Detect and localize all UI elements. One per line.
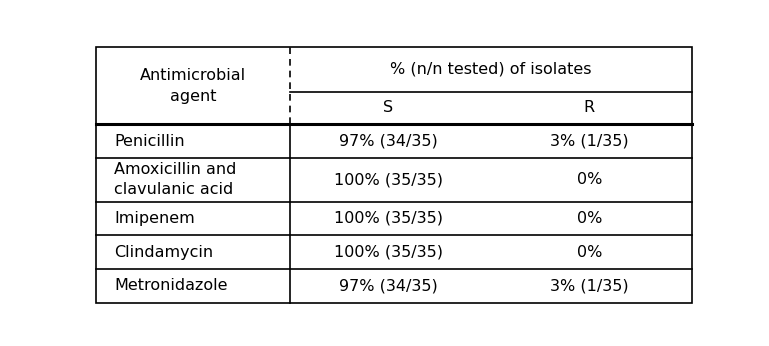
Text: Clindamycin: Clindamycin bbox=[114, 245, 213, 260]
Text: Penicillin: Penicillin bbox=[114, 134, 185, 148]
Text: 100% (35/35): 100% (35/35) bbox=[334, 172, 443, 187]
Text: 0%: 0% bbox=[577, 211, 602, 226]
Text: Antimicrobial
agent: Antimicrobial agent bbox=[140, 67, 246, 103]
Text: 97% (34/35): 97% (34/35) bbox=[339, 278, 438, 293]
Text: 97% (34/35): 97% (34/35) bbox=[339, 134, 438, 148]
Text: 3% (1/35): 3% (1/35) bbox=[550, 134, 628, 148]
Text: 100% (35/35): 100% (35/35) bbox=[334, 211, 443, 226]
Text: 3% (1/35): 3% (1/35) bbox=[550, 278, 628, 293]
Text: 100% (35/35): 100% (35/35) bbox=[334, 245, 443, 260]
Text: % (n/n tested) of isolates: % (n/n tested) of isolates bbox=[390, 62, 591, 77]
Text: 0%: 0% bbox=[577, 245, 602, 260]
Text: 0%: 0% bbox=[577, 172, 602, 187]
Text: Imipenem: Imipenem bbox=[114, 211, 195, 226]
Text: R: R bbox=[584, 100, 595, 116]
Text: Metronidazole: Metronidazole bbox=[114, 278, 228, 293]
Text: S: S bbox=[383, 100, 393, 116]
Text: Amoxicillin and
clavulanic acid: Amoxicillin and clavulanic acid bbox=[114, 162, 236, 197]
